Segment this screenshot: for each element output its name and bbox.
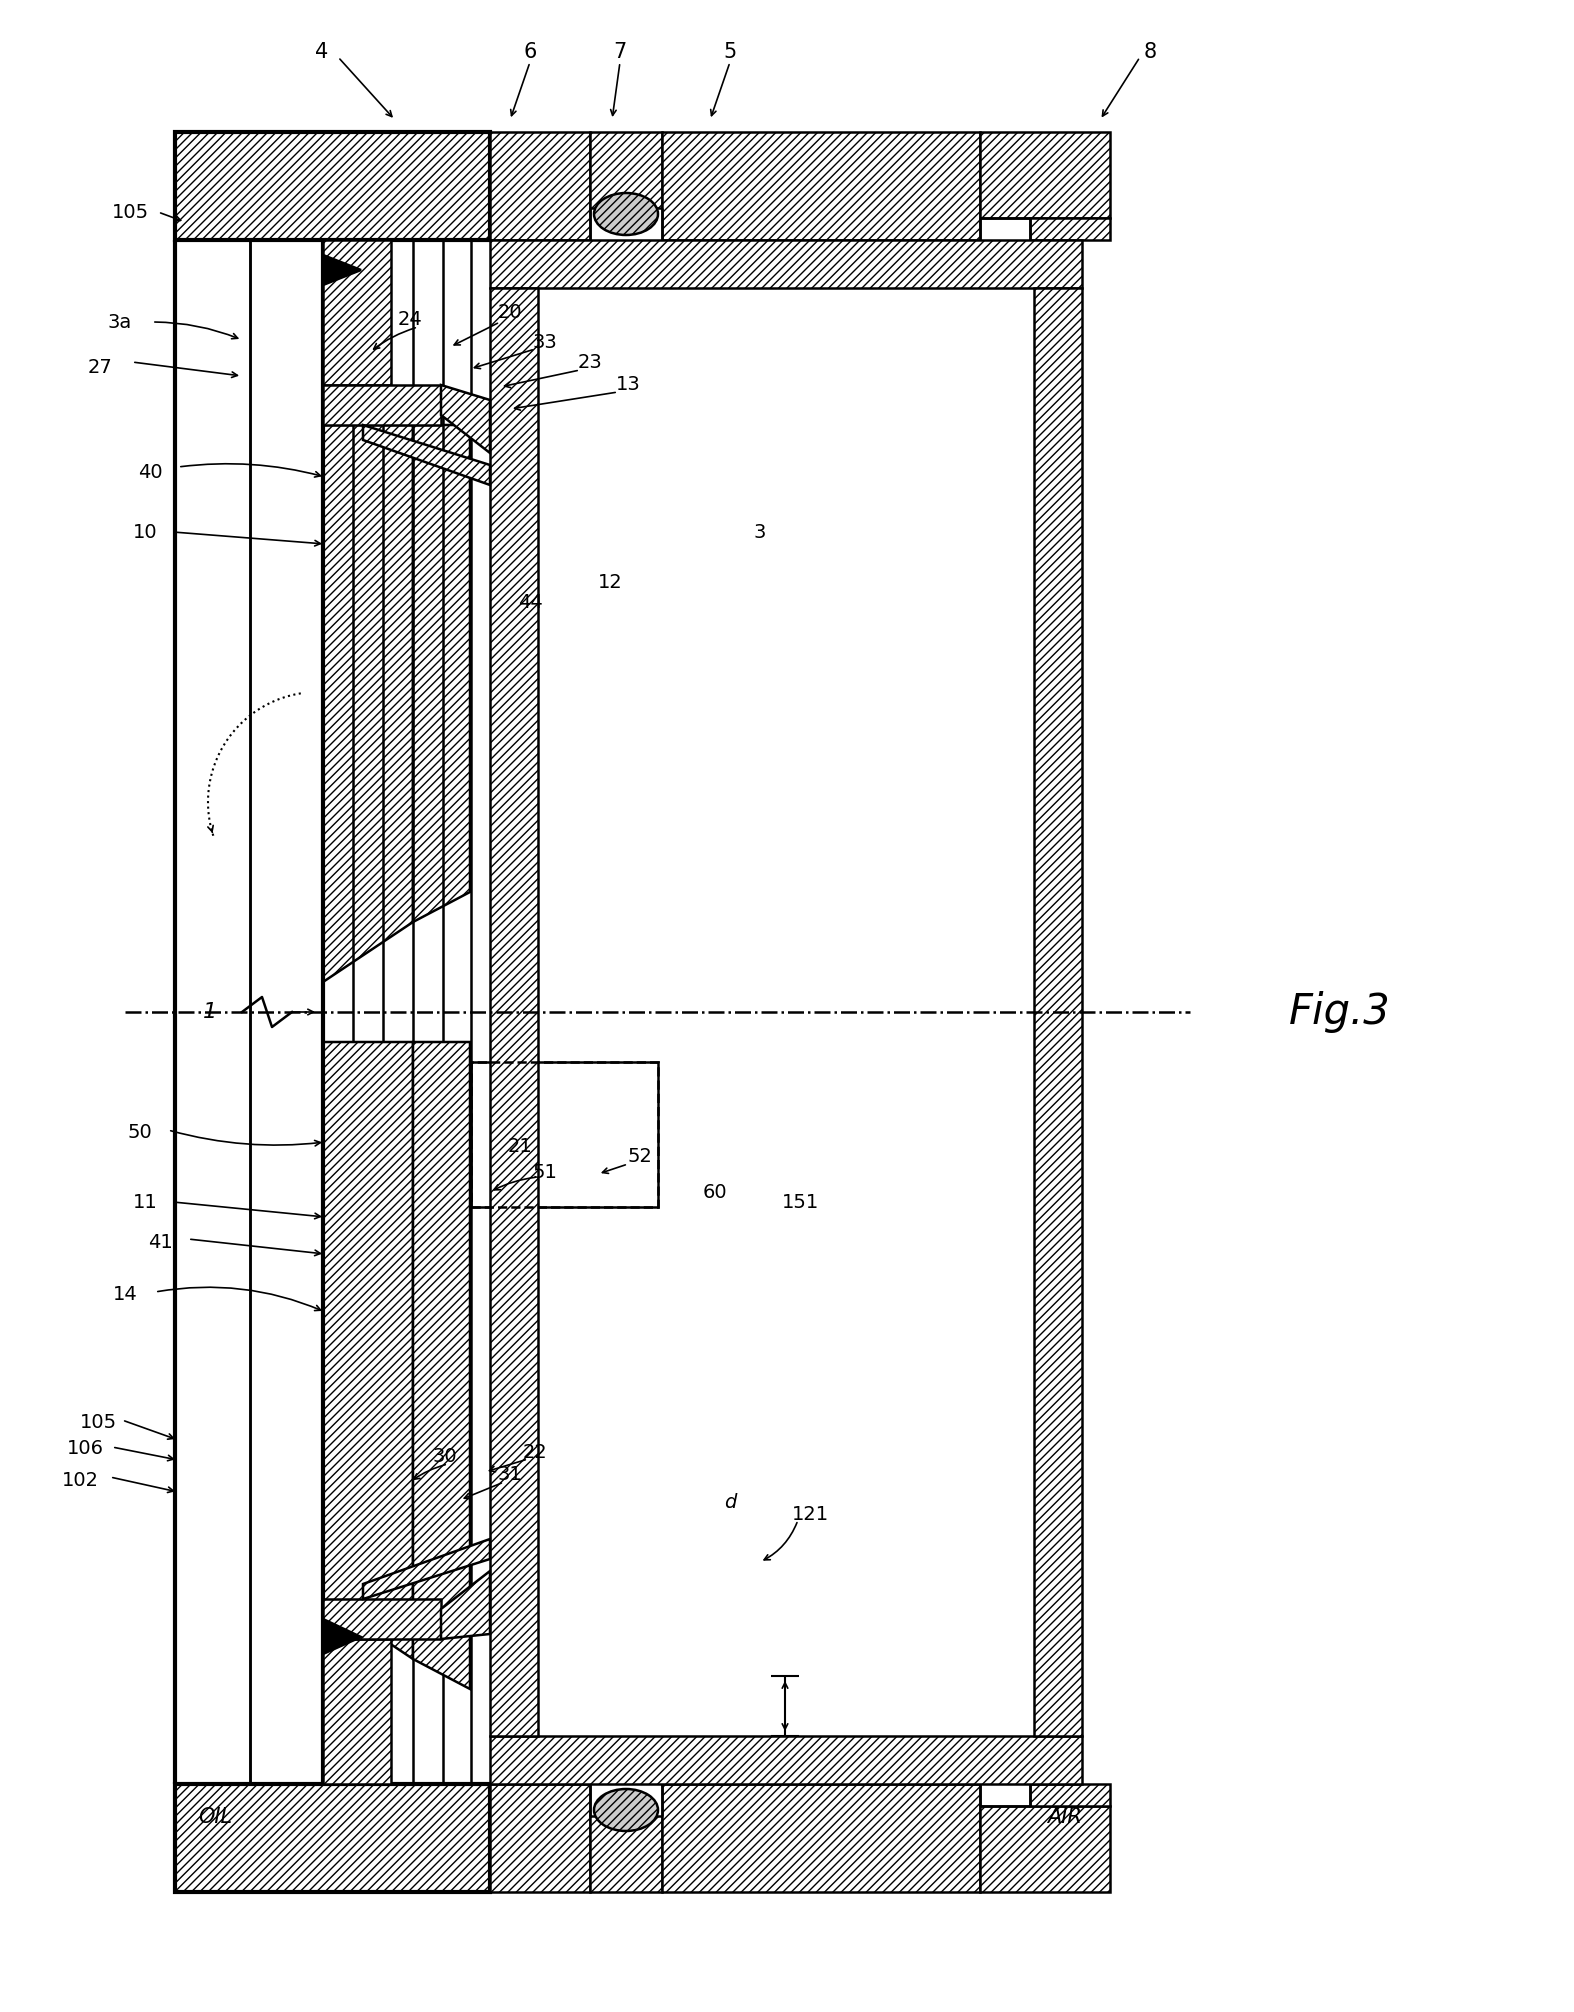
Text: AIR: AIR xyxy=(1048,1807,1083,1827)
Text: Fig.3: Fig.3 xyxy=(1289,992,1391,1032)
Text: 30: 30 xyxy=(433,1447,458,1467)
Bar xyxy=(323,239,390,384)
Bar xyxy=(323,384,441,425)
Polygon shape xyxy=(323,256,360,286)
Bar xyxy=(1029,217,1110,239)
Ellipse shape xyxy=(593,193,658,235)
Text: 105: 105 xyxy=(79,1412,116,1431)
Text: 5: 5 xyxy=(724,42,737,62)
Text: 1: 1 xyxy=(203,1002,217,1022)
Bar xyxy=(323,1640,390,1785)
Bar xyxy=(323,1600,441,1640)
Text: 44: 44 xyxy=(518,592,543,612)
Ellipse shape xyxy=(593,1789,658,1831)
Bar xyxy=(490,288,538,1736)
Polygon shape xyxy=(412,425,471,921)
Text: 3a: 3a xyxy=(109,312,132,332)
Polygon shape xyxy=(323,1620,360,1654)
Text: 121: 121 xyxy=(792,1505,828,1525)
Bar xyxy=(1029,1785,1110,1807)
Polygon shape xyxy=(441,1571,490,1640)
Text: 31: 31 xyxy=(497,1465,523,1485)
Bar xyxy=(1034,288,1081,1736)
Text: 106: 106 xyxy=(66,1439,104,1459)
Bar xyxy=(663,133,981,239)
Bar xyxy=(981,133,1110,217)
Text: OIL: OIL xyxy=(198,1807,231,1827)
Text: 22: 22 xyxy=(523,1443,548,1461)
Bar xyxy=(663,1785,981,1891)
Polygon shape xyxy=(323,425,412,982)
Text: 52: 52 xyxy=(628,1147,653,1167)
Bar xyxy=(490,1736,1081,1785)
Bar xyxy=(175,133,490,239)
Text: 20: 20 xyxy=(497,302,523,322)
Text: 21: 21 xyxy=(508,1137,532,1157)
Bar xyxy=(490,1785,590,1891)
Text: 51: 51 xyxy=(532,1163,557,1181)
Polygon shape xyxy=(323,1042,412,1660)
Polygon shape xyxy=(441,384,490,453)
Text: 12: 12 xyxy=(598,573,622,592)
Text: 11: 11 xyxy=(132,1193,157,1211)
Text: 6: 6 xyxy=(523,42,537,62)
Text: 24: 24 xyxy=(398,310,422,328)
Bar xyxy=(590,1817,663,1891)
Text: 10: 10 xyxy=(132,523,157,541)
Polygon shape xyxy=(412,1042,471,1688)
Text: 102: 102 xyxy=(61,1471,99,1489)
Text: 40: 40 xyxy=(137,463,162,481)
Text: 7: 7 xyxy=(614,42,626,62)
Text: 4: 4 xyxy=(315,42,329,62)
Bar xyxy=(175,1785,490,1891)
Polygon shape xyxy=(364,425,490,485)
Text: 41: 41 xyxy=(148,1233,173,1251)
Text: 13: 13 xyxy=(615,374,641,394)
Bar xyxy=(471,1062,658,1207)
Bar xyxy=(490,239,1081,288)
Text: 23: 23 xyxy=(578,352,603,372)
Text: 60: 60 xyxy=(702,1183,727,1201)
Bar xyxy=(490,133,590,239)
Bar xyxy=(981,1807,1110,1891)
Text: 50: 50 xyxy=(127,1123,153,1141)
Text: 8: 8 xyxy=(1143,42,1157,62)
Text: 33: 33 xyxy=(532,332,557,352)
Text: 3: 3 xyxy=(754,523,767,541)
Text: 14: 14 xyxy=(113,1284,137,1304)
Polygon shape xyxy=(364,1539,490,1600)
Text: 105: 105 xyxy=(112,203,148,221)
Text: 27: 27 xyxy=(88,358,112,376)
Bar xyxy=(471,1062,658,1207)
Text: d: d xyxy=(724,1493,737,1511)
Text: 151: 151 xyxy=(781,1193,818,1211)
Bar xyxy=(590,133,663,207)
